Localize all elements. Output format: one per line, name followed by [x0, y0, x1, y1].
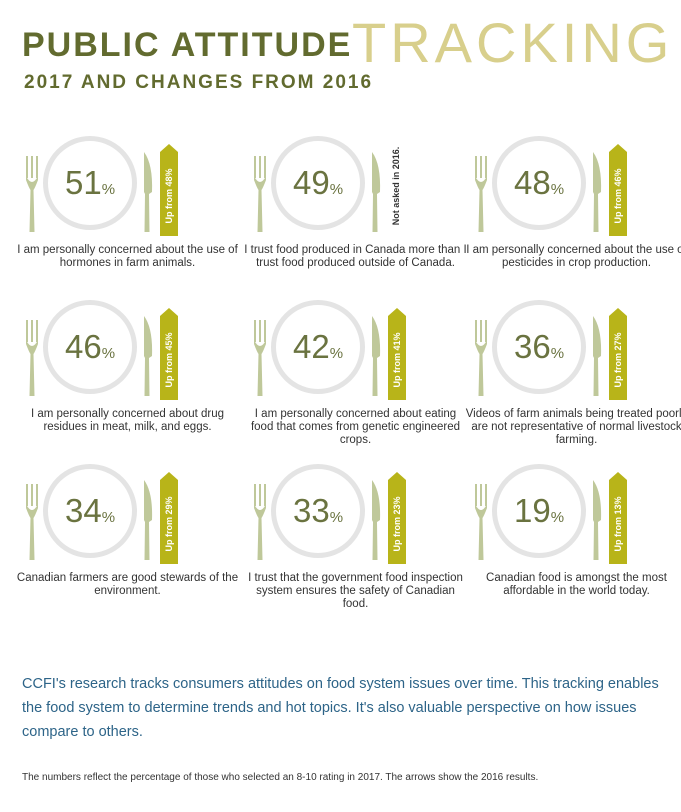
- stat-label: Videos of farm animals being treated poo…: [465, 408, 681, 446]
- plate-icon: [492, 464, 586, 558]
- plate-icon: [492, 136, 586, 230]
- knife-icon: [593, 480, 602, 560]
- stat-card: 19% Up from 13% Canadian food is amongst…: [464, 464, 681, 624]
- knife-icon: [372, 480, 381, 560]
- header: PUBLIC ATTITUDE TRACKING 2017 AND CHANGE…: [22, 8, 672, 108]
- change-badge: Up from 46%: [609, 144, 627, 236]
- fork-icon: [254, 320, 266, 396]
- stat-card: 34% Up from 29% Canadian farmers are goo…: [15, 464, 240, 624]
- not-asked-note: Not asked in 2016.: [391, 146, 401, 226]
- percent-value: 49%: [292, 164, 344, 201]
- fork-icon: [475, 320, 487, 396]
- footnote: The numbers reflect the percentage of th…: [22, 772, 539, 783]
- change-badge: Up from 27%: [609, 308, 627, 400]
- plate-icon: [43, 300, 137, 394]
- fork-icon: [254, 156, 266, 232]
- knife-icon: [144, 480, 153, 560]
- stat-label: Canadian farmers are good stewards of th…: [16, 572, 239, 597]
- title-main: PUBLIC ATTITUDE: [22, 26, 353, 64]
- stat-card: 49% Not asked in 2016. I trust food prod…: [243, 136, 468, 296]
- fork-icon: [26, 320, 38, 396]
- stat-card: 46% Up from 45% I am personally concerne…: [15, 300, 240, 460]
- stat-card: 36% Up from 27% Videos of farm animals b…: [464, 300, 681, 460]
- knife-icon: [372, 316, 381, 396]
- percent-value: 48%: [513, 164, 565, 201]
- change-badge: Up from 48%: [160, 144, 178, 236]
- percent-value: 42%: [292, 328, 344, 365]
- percent-value: 46%: [64, 328, 116, 365]
- stat-card: 51% Up from 48% I am personally concerne…: [15, 136, 240, 296]
- fork-icon: [475, 484, 487, 560]
- change-badge: Up from 41%: [388, 308, 406, 400]
- percent-value: 33%: [292, 492, 344, 529]
- change-badge: Up from 13%: [609, 472, 627, 564]
- percent-value: 34%: [64, 492, 116, 529]
- stat-label: I trust food produced in Canada more tha…: [244, 244, 467, 269]
- stat-card: 42% Up from 41% I am personally concerne…: [243, 300, 468, 460]
- subtitle: 2017 AND CHANGES FROM 2016: [24, 72, 374, 93]
- plate-icon: [271, 464, 365, 558]
- title-accent: TRACKING: [352, 11, 674, 74]
- percent-value: 36%: [513, 328, 565, 365]
- research-summary: CCFI's research tracks consumers attitud…: [22, 676, 659, 740]
- knife-icon: [593, 152, 602, 232]
- fork-icon: [254, 484, 266, 560]
- change-badge: Up from 23%: [388, 472, 406, 564]
- stat-label: I am personally concerned about drug res…: [30, 408, 225, 433]
- stat-label: I am personally concerned about the use …: [466, 244, 681, 269]
- percent-value: 51%: [64, 164, 116, 201]
- change-badge: Up from 45%: [160, 308, 178, 400]
- stat-card: 48% Up from 46% I am personally concerne…: [464, 136, 681, 296]
- stat-card: 33% Up from 23% I trust that the governm…: [243, 464, 468, 624]
- fork-icon: [26, 484, 38, 560]
- percent-value: 19%: [513, 492, 565, 529]
- fork-icon: [26, 156, 38, 232]
- stat-label: I am personally concerned about eating f…: [250, 408, 461, 446]
- stat-label: I trust that the government food inspect…: [248, 572, 463, 610]
- plate-icon: [271, 300, 365, 394]
- stat-label: Canadian food is amongst the most afford…: [486, 572, 667, 597]
- change-badge: Up from 29%: [160, 472, 178, 564]
- fork-icon: [475, 156, 487, 232]
- plate-icon: [43, 136, 137, 230]
- knife-icon: [144, 316, 153, 396]
- stat-label: I am personally concerned about the use …: [17, 244, 238, 269]
- plate-icon: [43, 464, 137, 558]
- knife-icon: [372, 152, 381, 232]
- knife-icon: [593, 316, 602, 396]
- plate-icon: [492, 300, 586, 394]
- knife-icon: [144, 152, 153, 232]
- plate-icon: [271, 136, 365, 230]
